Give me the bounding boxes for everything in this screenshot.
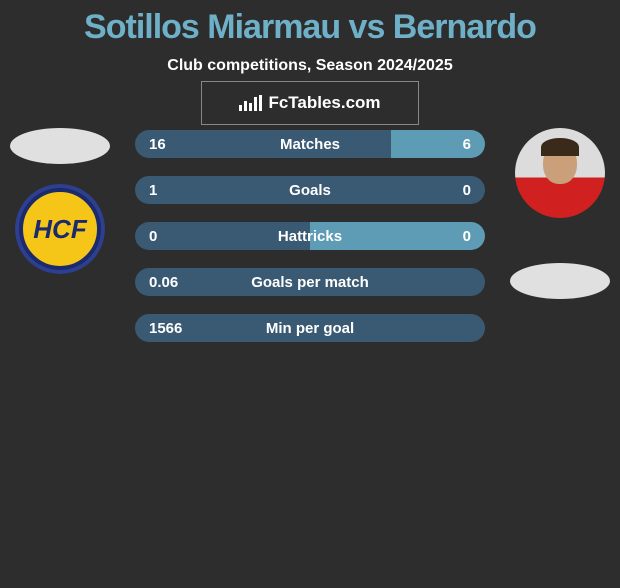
stat-bar-label: 1Goals0 (135, 176, 485, 204)
right-player-column (510, 118, 610, 408)
stat-right-value: 0 (463, 228, 471, 245)
stat-left-value: 16 (149, 136, 166, 153)
stat-left-value: 0 (149, 228, 157, 245)
player-name-placeholder-left (10, 128, 110, 164)
comparison-panel: HCF 16Matches61Goals00Hattricks00.06Goal… (0, 118, 620, 408)
stat-bar-label: 1566Min per goal (135, 314, 485, 342)
stat-row: 0Hattricks0 (135, 222, 485, 250)
stat-name: Min per goal (135, 320, 485, 337)
brand-chart-icon (239, 95, 262, 111)
brand-text: FcTables.com (268, 93, 380, 113)
page-title: Sotillos Miarmau vs Bernardo (0, 8, 620, 47)
stat-row: 16Matches6 (135, 130, 485, 158)
stat-bars: 16Matches61Goals00Hattricks00.06Goals pe… (135, 130, 485, 360)
stat-right-value: 6 (463, 136, 471, 153)
stat-row: 1566Min per goal (135, 314, 485, 342)
club-logo-text: HCF (33, 214, 86, 245)
stat-name: Hattricks (135, 228, 485, 245)
stat-bar-label: 16Matches6 (135, 130, 485, 158)
left-player-column: HCF (10, 118, 110, 408)
stat-row: 1Goals0 (135, 176, 485, 204)
stat-bar-label: 0.06Goals per match (135, 268, 485, 296)
stat-row: 0.06Goals per match (135, 268, 485, 296)
stat-name: Goals per match (135, 274, 485, 291)
stat-right-value: 0 (463, 182, 471, 199)
club-logo-left: HCF (15, 184, 105, 274)
subtitle: Club competitions, Season 2024/2025 (0, 57, 620, 75)
stat-name: Matches (135, 136, 485, 153)
stat-left-value: 1 (149, 182, 157, 199)
player-avatar-right (515, 128, 605, 218)
stat-name: Goals (135, 182, 485, 199)
player-name-placeholder-right (510, 263, 610, 299)
stat-left-value: 0.06 (149, 274, 178, 291)
stat-left-value: 1566 (149, 320, 182, 337)
stat-bar-label: 0Hattricks0 (135, 222, 485, 250)
